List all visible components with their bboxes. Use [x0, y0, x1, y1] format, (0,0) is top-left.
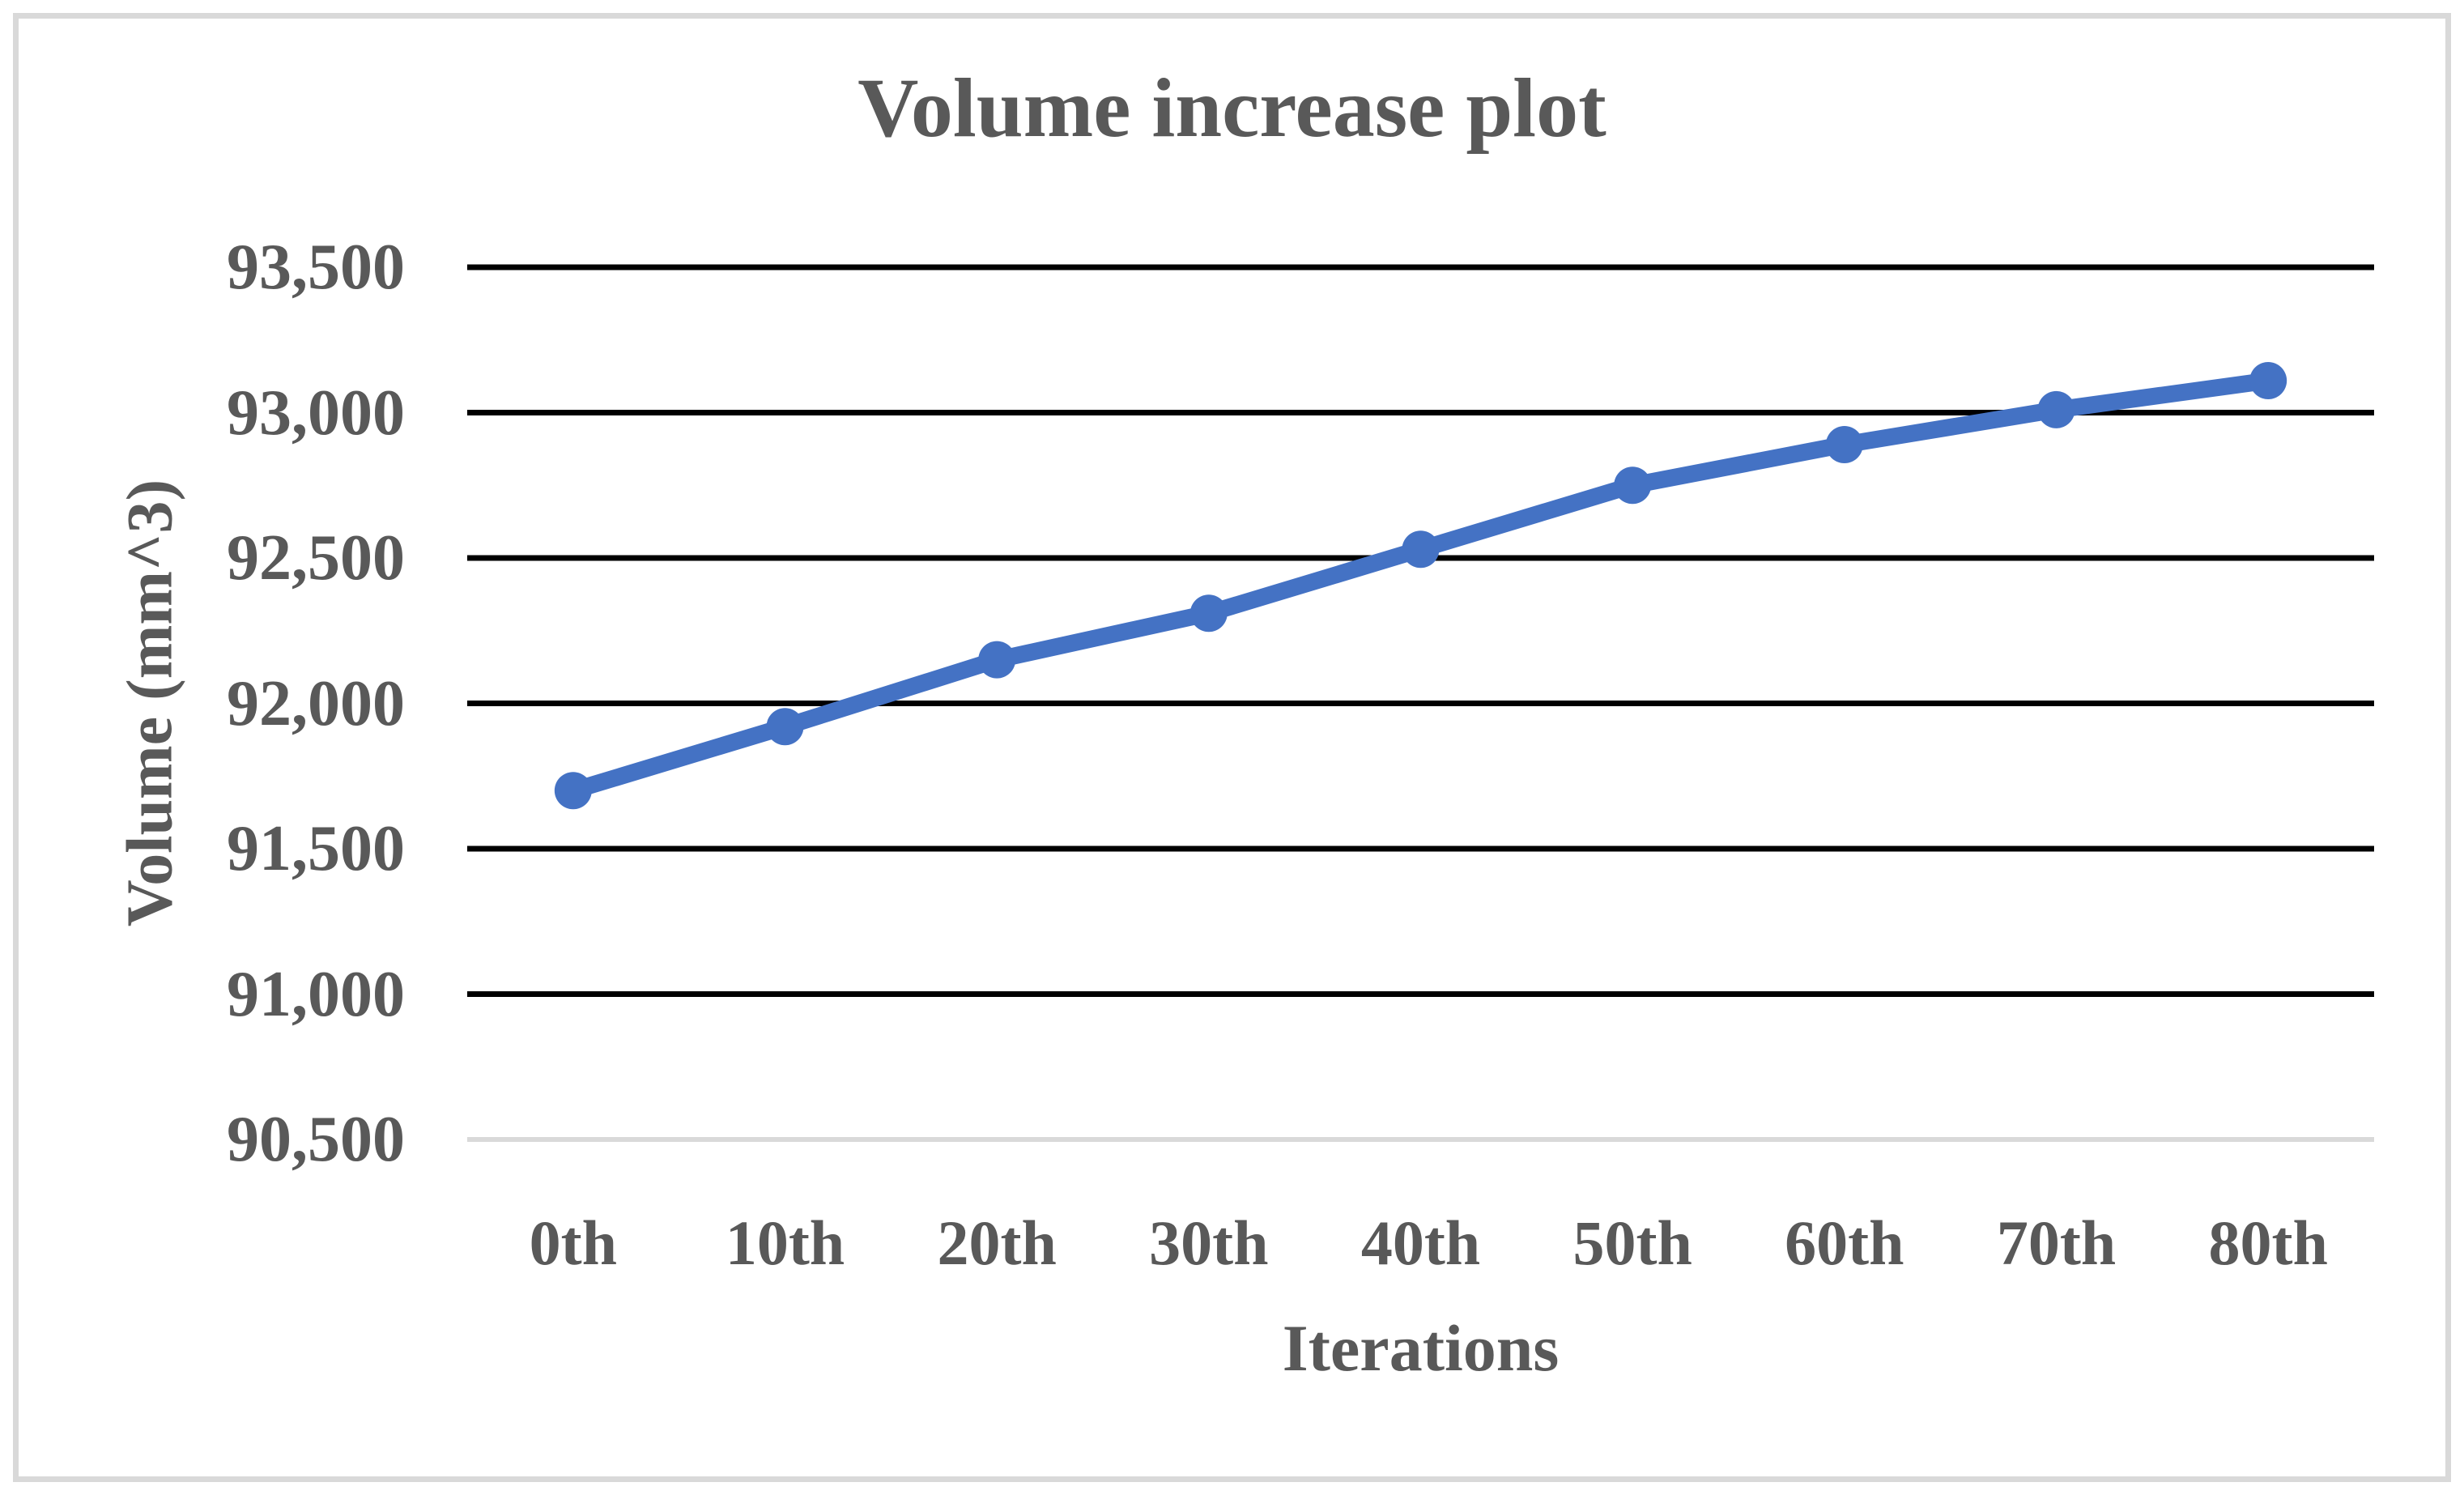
y-axis-tick-label: 91,000 [227, 958, 405, 1030]
data-point-marker [766, 708, 804, 746]
data-point-marker [1614, 466, 1652, 505]
x-axis-tick-label: 0th [529, 1208, 618, 1278]
y-axis-tick-label: 91,500 [227, 813, 405, 884]
data-point-marker [1189, 594, 1228, 632]
data-line-series [564, 372, 2277, 799]
data-point-marker [1825, 425, 1863, 463]
y-axis-tick-label: 93,000 [227, 377, 405, 449]
x-axis-tick-label: 50th [1572, 1208, 1692, 1278]
x-axis-tick-label: 70th [1996, 1208, 2117, 1278]
x-axis-tick-label: 30th [1149, 1208, 1269, 1278]
x-axis-tick-label: 40th [1360, 1208, 1481, 1278]
x-axis-tick-label: 80th [2208, 1208, 2328, 1278]
y-axis-tick-label: 92,500 [227, 522, 405, 594]
y-axis-tick-label: 90,500 [227, 1104, 405, 1175]
y-axis-tick-label: 93,500 [227, 232, 405, 303]
y-axis-tick-label: 92,000 [227, 667, 405, 739]
x-axis-tick-label: 60th [1785, 1208, 1904, 1278]
data-point-marker [2249, 362, 2287, 400]
data-point-marker [2037, 390, 2075, 428]
data-point-marker [978, 641, 1016, 679]
chart-title: Volume increase plot [858, 62, 1606, 155]
x-axis-tick-label: 20th [937, 1208, 1057, 1278]
data-point-marker [1402, 530, 1440, 569]
x-axis-tick-label: 10th [725, 1208, 845, 1278]
x-axis-title: Iterations [1282, 1311, 1560, 1385]
data-point-marker [554, 772, 592, 810]
